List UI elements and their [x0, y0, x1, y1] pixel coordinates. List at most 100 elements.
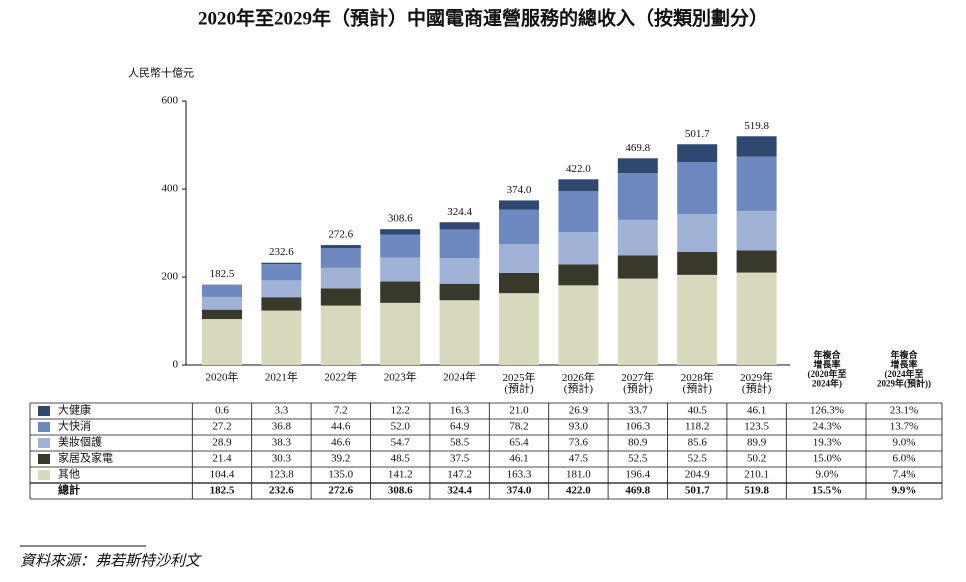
x-tick-label: 2021年 — [265, 370, 298, 384]
table-cell: 141.2 — [388, 469, 413, 481]
table-cell: 24.3% — [813, 421, 841, 433]
table-cell: 7.4% — [893, 469, 916, 481]
table-cell: 123.8 — [269, 469, 294, 481]
table-cell: 52.5 — [688, 453, 708, 465]
table-cell: 37.5 — [450, 453, 470, 465]
x-tick-label: 2025年(預計) — [503, 370, 536, 395]
legend-swatch — [38, 454, 50, 464]
table-cell: 16.3 — [450, 405, 470, 417]
x-tick-label: 2027年(預計) — [621, 370, 654, 395]
x-tick-label: 2026年(預計) — [562, 370, 595, 395]
table-cell: 210.1 — [744, 469, 769, 481]
bar-segment — [677, 144, 718, 163]
total-label: 272.6 — [328, 229, 353, 241]
table-cell: 73.6 — [569, 437, 589, 449]
bar-segment — [261, 262, 302, 265]
table-cell: 13.7% — [890, 421, 918, 433]
bar-segment — [380, 281, 421, 303]
table-cell: 58.5 — [450, 437, 470, 449]
legend-label: 家居及家電 — [58, 451, 113, 465]
bar-segment — [677, 162, 718, 215]
bar-segment — [202, 296, 242, 310]
bar-segment — [677, 274, 718, 365]
bar-segment — [439, 257, 480, 284]
table-cell: 89.9 — [747, 437, 767, 449]
table-cell: 36.8 — [272, 421, 292, 433]
table-cell: 204.9 — [685, 469, 710, 481]
bar-segment — [617, 278, 658, 365]
bar-segment — [380, 234, 421, 258]
bar-segment — [261, 297, 302, 311]
table-cell: 7.2 — [334, 405, 348, 417]
total-label: 232.6 — [269, 246, 294, 258]
table-cell: 54.7 — [391, 437, 411, 449]
table-cell: 21.0 — [509, 405, 529, 417]
x-tick-label: 2024年 — [443, 370, 476, 384]
bar-segment — [202, 319, 242, 365]
cagr-header: 年複合增長率(2020年至 2024年) — [808, 349, 847, 389]
total-label: 501.7 — [685, 128, 710, 140]
bar-segment — [439, 283, 480, 301]
bar-segment — [677, 251, 718, 275]
table-cell: 3.3 — [275, 405, 289, 417]
bar-segment — [320, 248, 361, 268]
bar-segment — [558, 179, 599, 192]
table-cell: 135.0 — [328, 469, 353, 481]
bar-segment — [380, 257, 421, 282]
bar-segment — [736, 156, 777, 211]
total-label: 422.0 — [566, 163, 591, 175]
table-cell: 47.5 — [569, 453, 589, 465]
bar-segment — [380, 229, 421, 235]
bar-segment — [558, 191, 599, 233]
table-cell: 181.0 — [566, 469, 591, 481]
table-cell: 46.1 — [509, 453, 528, 465]
table-cell: 15.0% — [813, 453, 841, 465]
table-cell: 422.0 — [566, 485, 591, 497]
legend-swatch — [38, 470, 50, 480]
table-cell: 106.3 — [625, 421, 650, 433]
table-cell: 118.2 — [685, 421, 709, 433]
table-cell: 46.6 — [331, 437, 351, 449]
table-cell: 232.6 — [269, 485, 294, 497]
bar-segment — [261, 280, 302, 298]
table-cell: 9.9% — [892, 485, 917, 497]
bar-segment — [617, 255, 658, 279]
table-cell: 9.0% — [816, 469, 839, 481]
table-cell: 64.9 — [450, 421, 470, 433]
table-cell: 23.1% — [890, 405, 918, 417]
y-tick-label: 200 — [162, 271, 179, 283]
bar-segment — [499, 244, 539, 273]
table-cell: 15.5% — [812, 485, 842, 497]
table-cell: 52.5 — [628, 453, 648, 465]
table-cell: 0.6 — [215, 405, 229, 417]
table-cell: 501.7 — [685, 485, 710, 497]
bar-segment — [499, 293, 539, 365]
source: 資料來源：弗若斯特沙利文 — [20, 552, 202, 569]
y-axis-label: 人民幣十億元 — [128, 66, 194, 80]
total-label: 469.8 — [625, 142, 650, 154]
cagr-header: 年複合增長率(2024年至 2029年(預計)) — [877, 349, 931, 389]
table-cell: 469.8 — [625, 485, 650, 497]
total-label: 324.4 — [447, 206, 472, 218]
legend-swatch — [38, 406, 50, 416]
table-cell: 46.1 — [747, 405, 766, 417]
y-tick-label: 0 — [173, 359, 179, 371]
table-cell: 196.4 — [625, 469, 650, 481]
table-cell: 308.6 — [388, 485, 413, 497]
bar-segment — [439, 300, 480, 365]
table-cell: 27.2 — [212, 421, 231, 433]
table-cell: 40.5 — [688, 405, 708, 417]
table-cell: 9.0% — [893, 437, 916, 449]
total-label: 308.6 — [388, 213, 413, 225]
bar-segment — [320, 305, 361, 365]
bar-segment — [320, 288, 361, 306]
table-cell: 123.5 — [744, 421, 769, 433]
table-cell: 21.4 — [212, 453, 232, 465]
bar-segment — [617, 158, 658, 174]
table-cell: 324.4 — [447, 485, 472, 497]
legend-swatch — [38, 422, 50, 432]
legend-label: 大快消 — [58, 419, 91, 433]
table-cell: 19.3% — [813, 437, 841, 449]
table-cell: 52.0 — [391, 421, 411, 433]
table-cell: 65.4 — [509, 437, 529, 449]
